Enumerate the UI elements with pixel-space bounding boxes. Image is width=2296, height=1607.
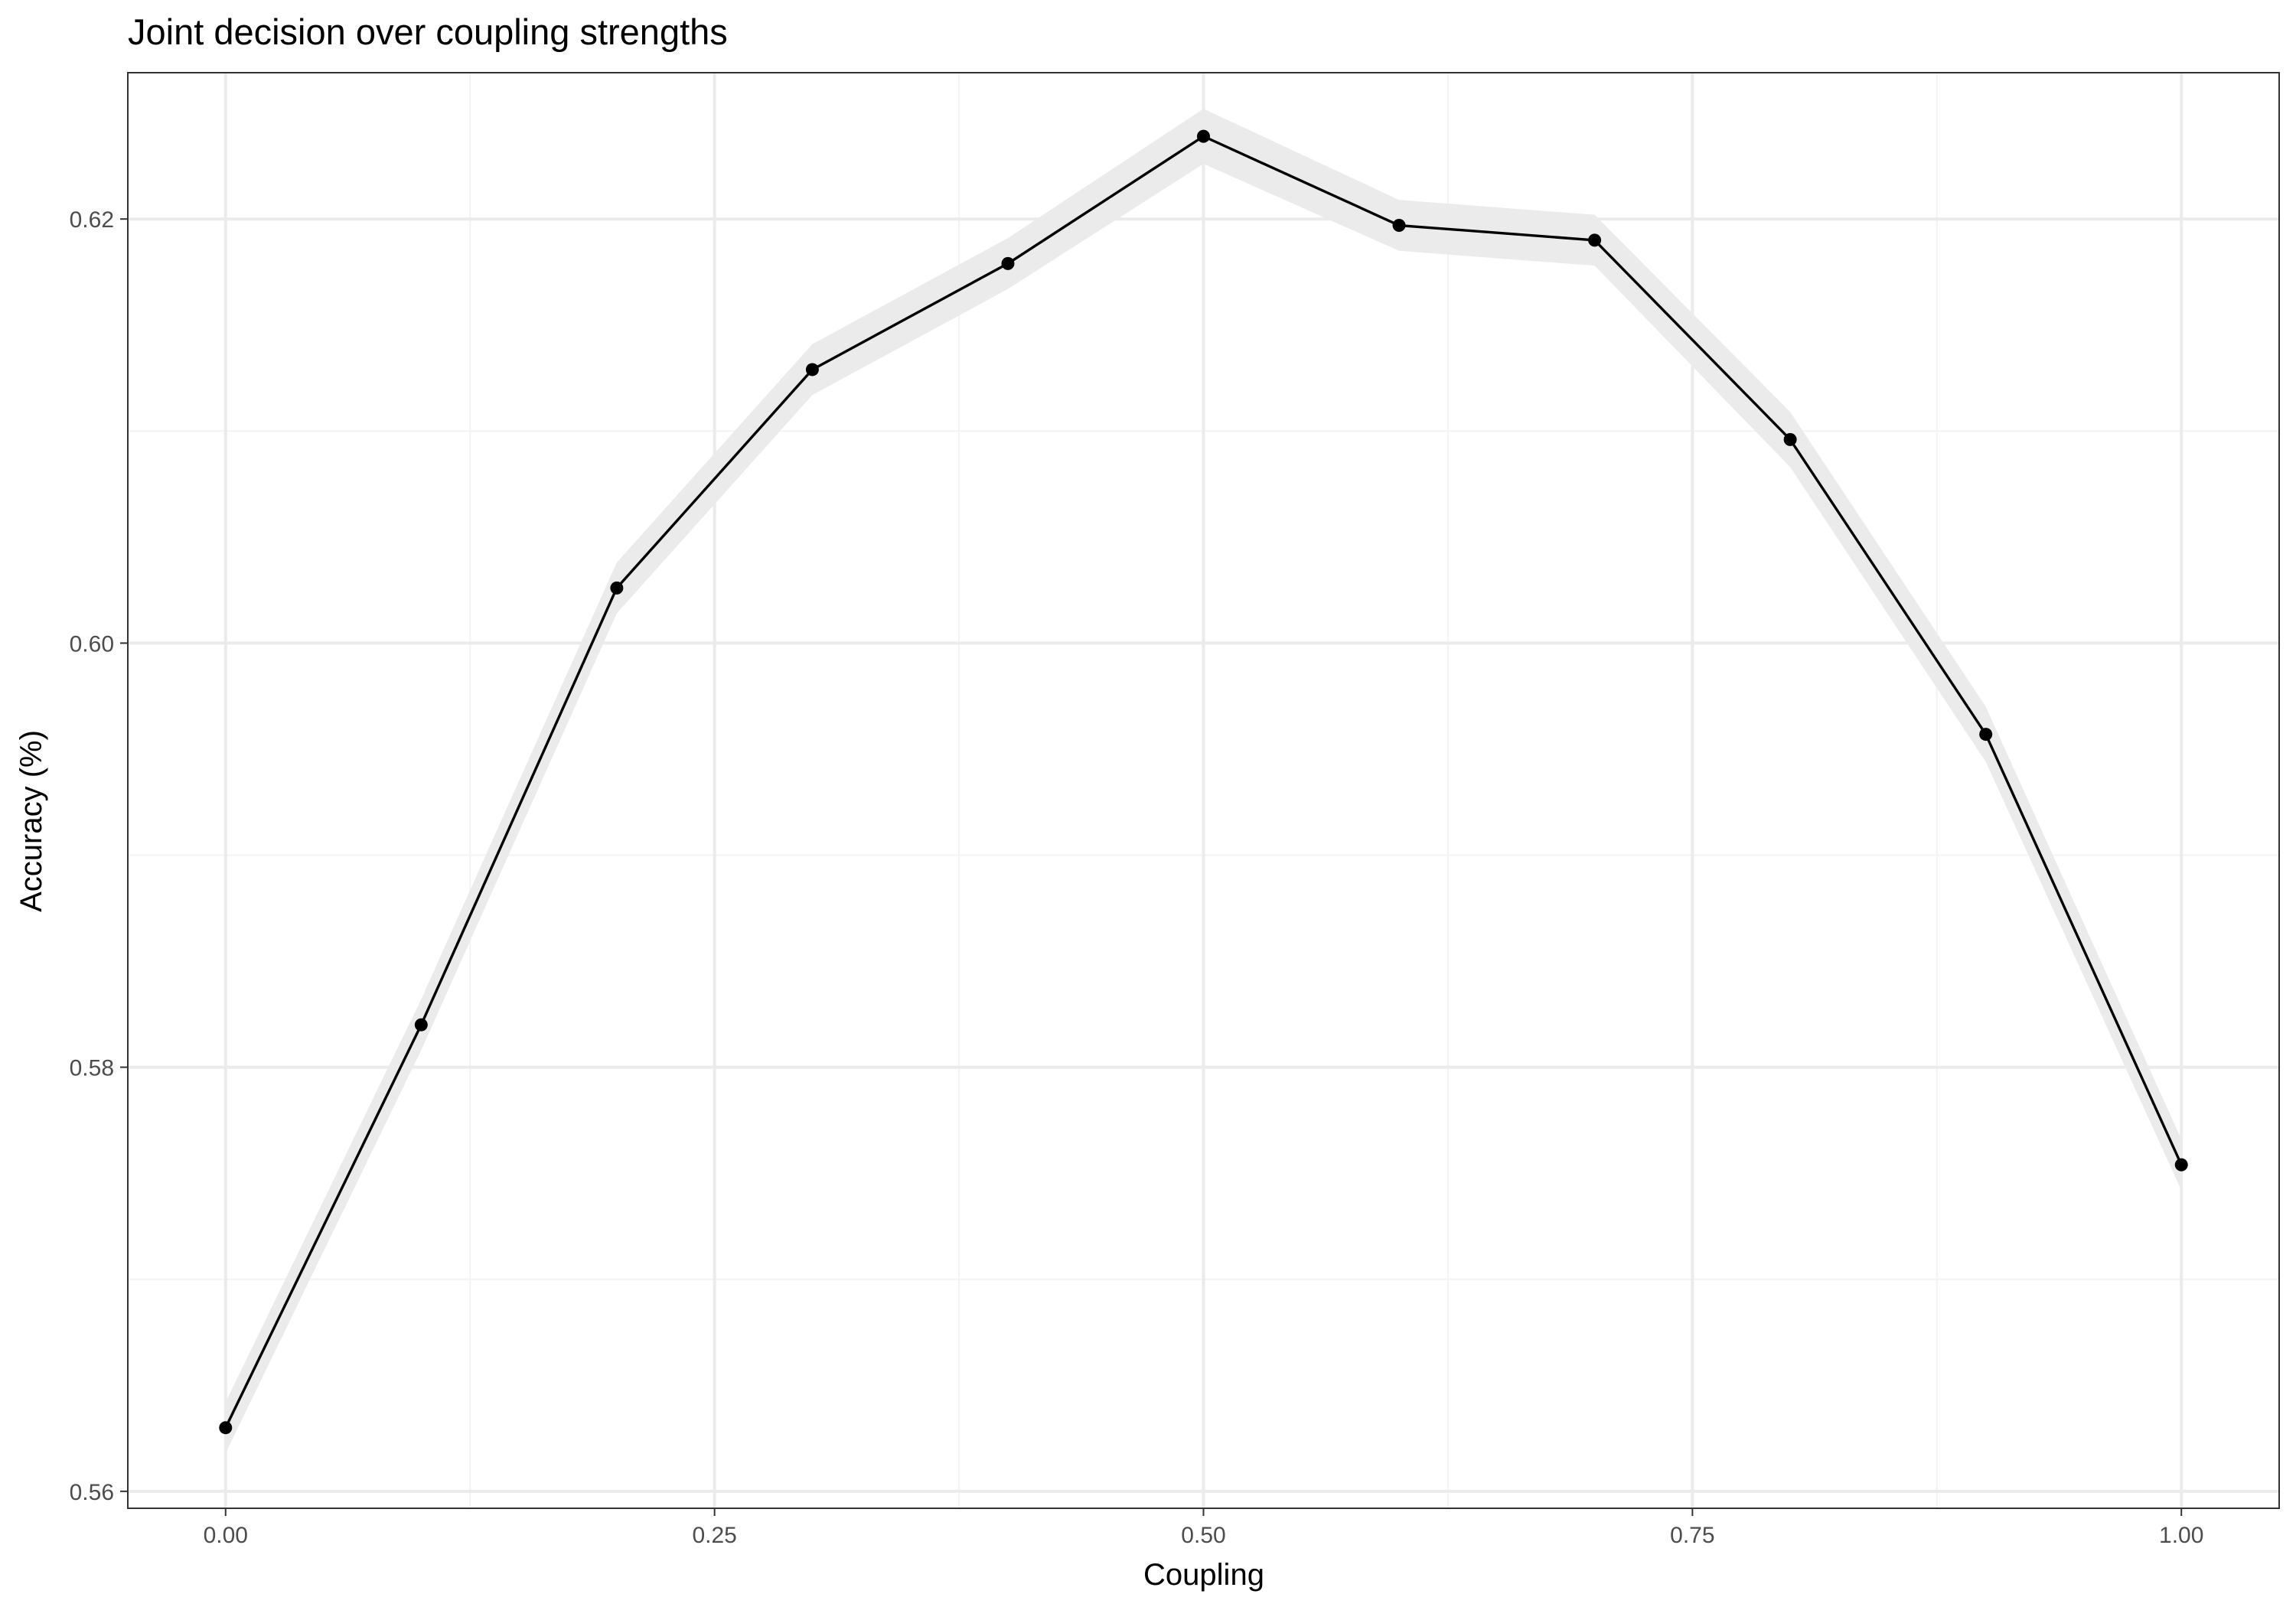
data-point xyxy=(610,581,624,595)
data-point xyxy=(1979,728,1993,742)
data-point xyxy=(1392,219,1406,233)
y-tick-label: 0.62 xyxy=(70,207,114,233)
data-point xyxy=(2174,1158,2188,1172)
data-point xyxy=(1588,233,1602,247)
y-axis-title: Accuracy (%) xyxy=(15,730,48,912)
x-tick-label: 0.50 xyxy=(1181,1523,1225,1548)
x-tick-label: 0.25 xyxy=(692,1523,736,1548)
x-tick-label: 0.00 xyxy=(204,1523,248,1548)
y-tick-label: 0.56 xyxy=(70,1480,114,1505)
data-point xyxy=(414,1018,428,1032)
y-axis-ticks: 0.56 0.58 0.60 0.62 xyxy=(70,207,128,1505)
x-axis-title: Coupling xyxy=(1143,1558,1264,1592)
x-tick-label: 0.75 xyxy=(1670,1523,1714,1548)
data-point xyxy=(1783,432,1797,446)
x-tick-label: 1.00 xyxy=(2159,1523,2203,1548)
data-point xyxy=(1197,129,1210,143)
data-point xyxy=(219,1421,233,1435)
x-axis-ticks: 0.00 0.25 0.50 0.75 1.00 xyxy=(204,1508,2203,1548)
major-gridlines xyxy=(128,73,2279,1508)
data-point xyxy=(1001,256,1015,270)
data-point xyxy=(805,363,819,376)
y-tick-label: 0.60 xyxy=(70,631,114,657)
data-points xyxy=(219,129,2188,1435)
chart-title: Joint decision over coupling strengths xyxy=(128,11,728,52)
y-tick-label: 0.58 xyxy=(70,1056,114,1081)
